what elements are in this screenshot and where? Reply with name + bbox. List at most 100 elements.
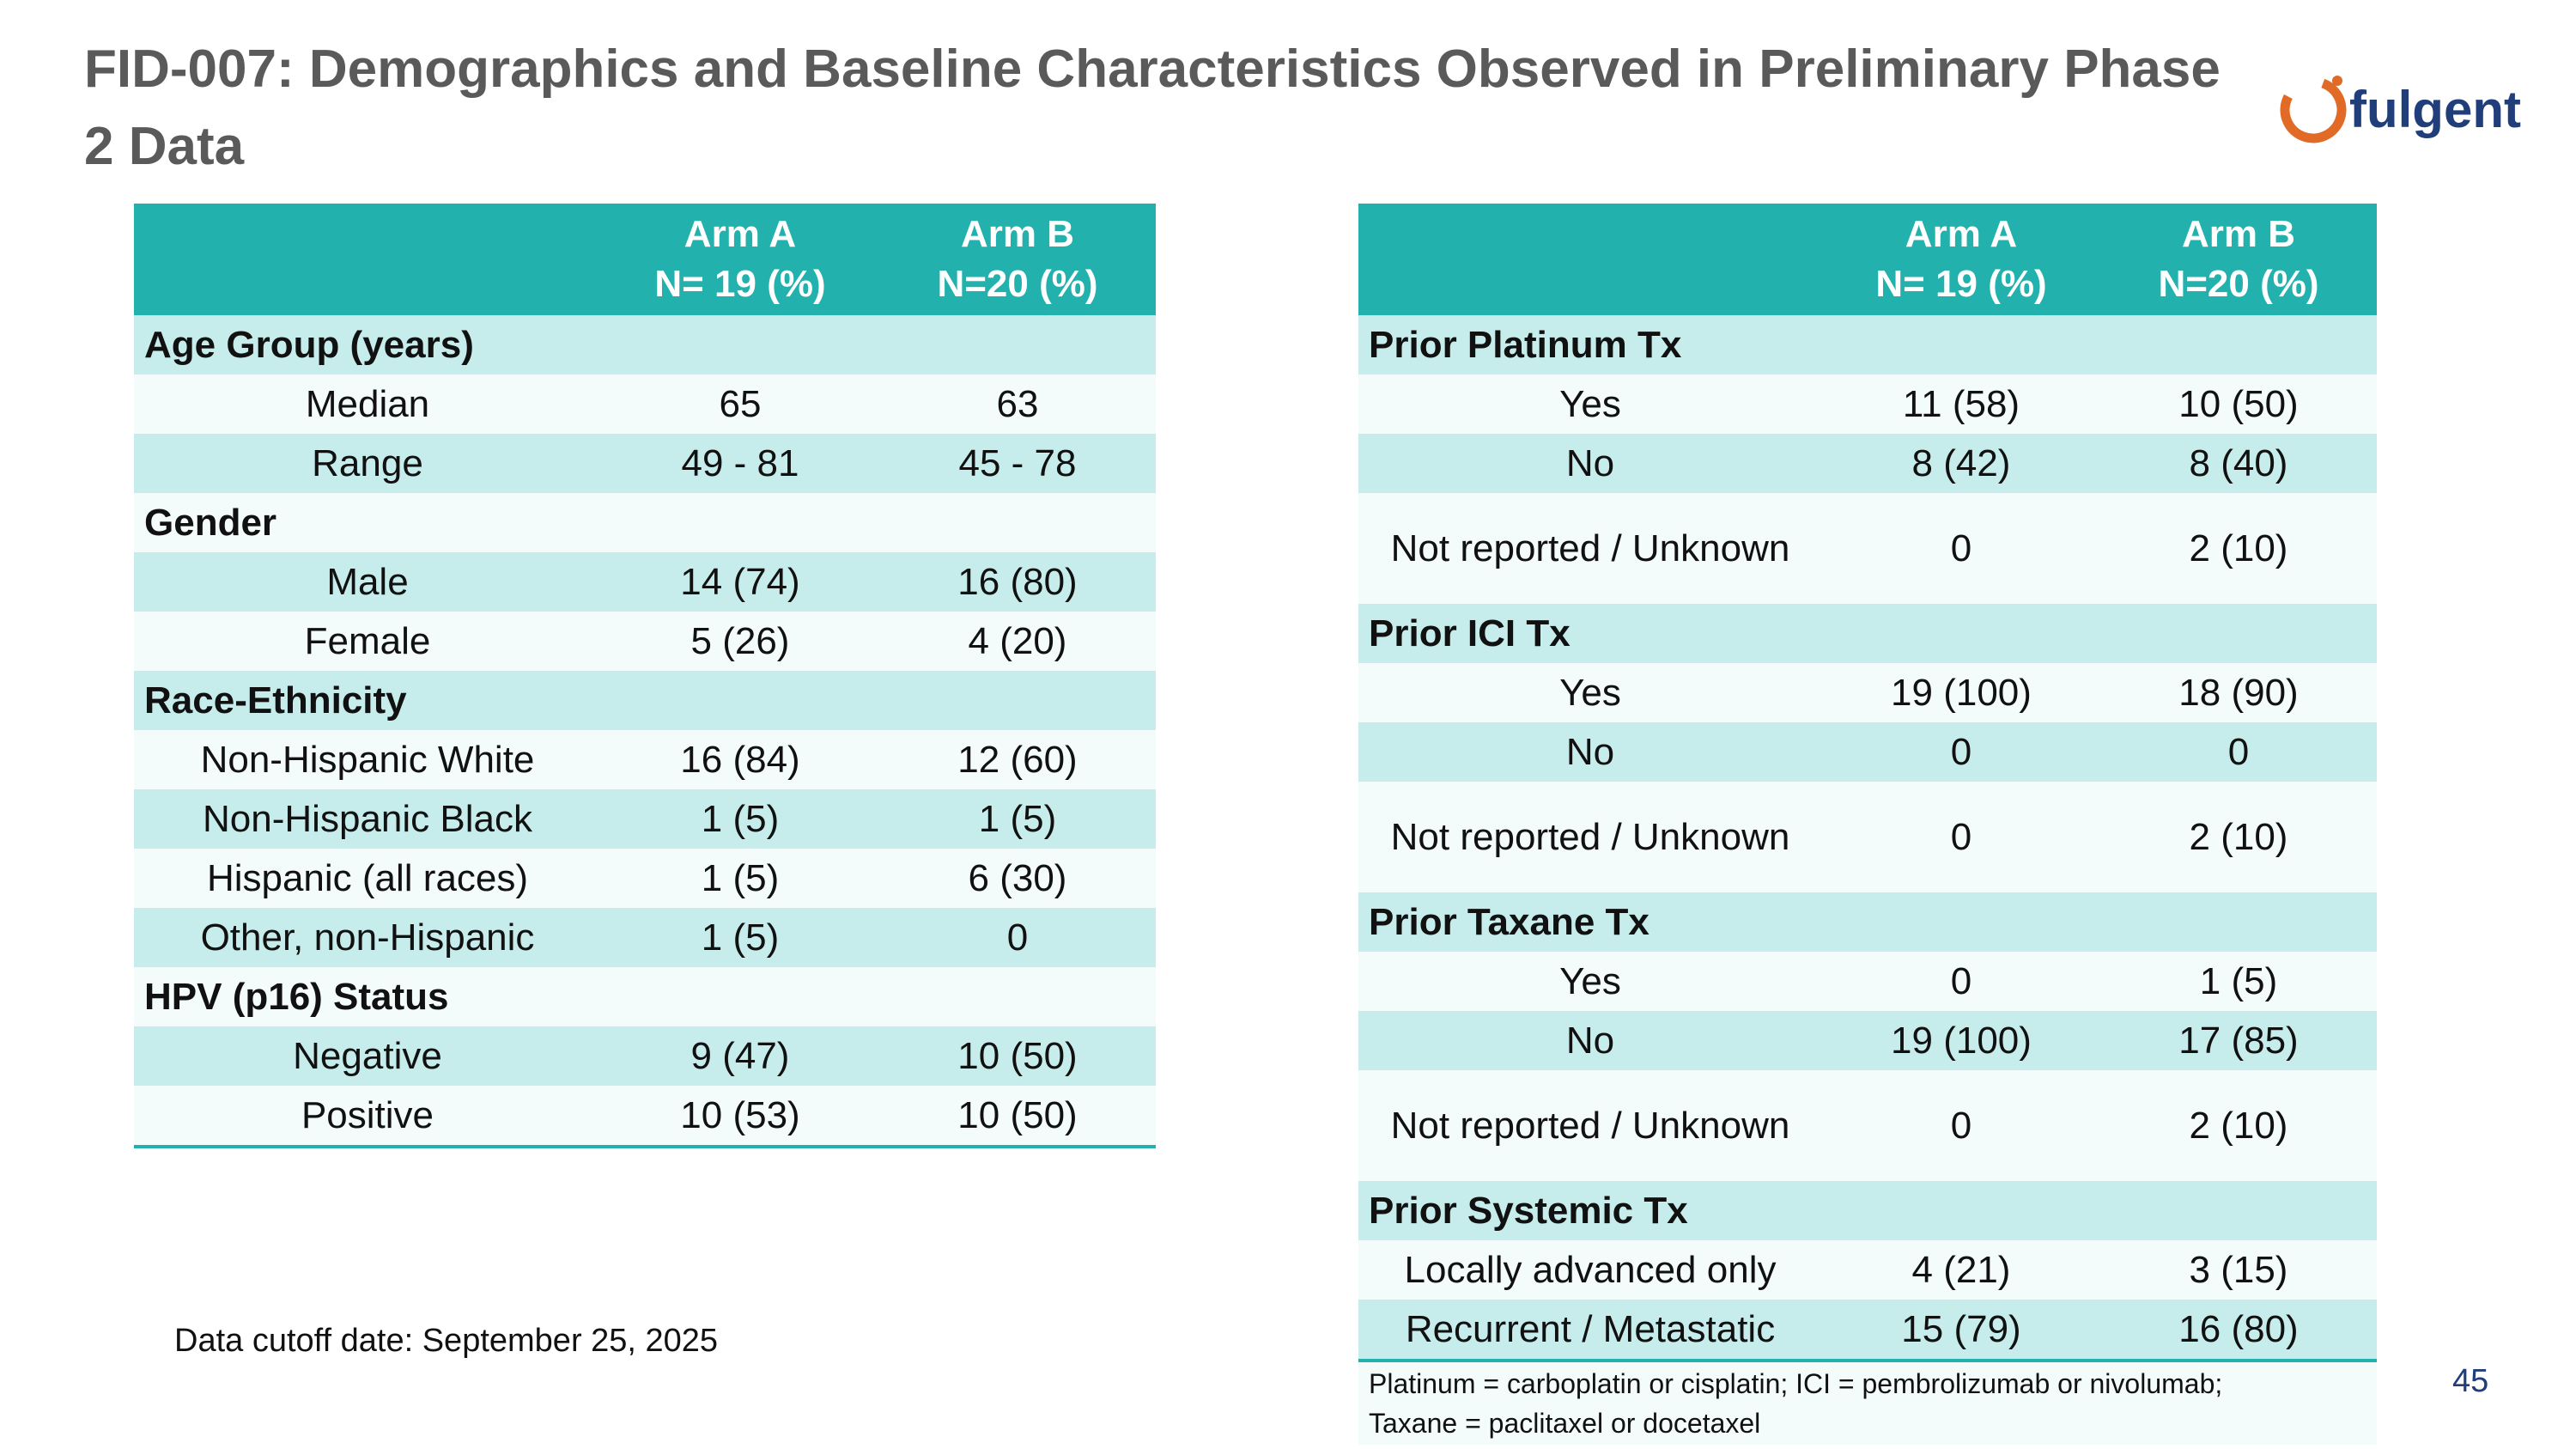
arm-a-value: 0 — [1822, 722, 2100, 782]
section-header-row: Prior Taxane Tx — [1358, 892, 2377, 952]
arm-b-value: 0 — [879, 908, 1156, 967]
row-label: Not reported / Unknown — [1358, 493, 1822, 604]
section-header-row: Age Group (years) — [134, 315, 1156, 374]
header-arm-b: Arm B N=20 (%) — [2100, 204, 2377, 315]
arm-a-value: 1 (5) — [601, 849, 879, 908]
table-header-row: Arm A N= 19 (%) Arm B N=20 (%) — [1358, 204, 2377, 315]
arm-a-value: 11 (58) — [1822, 374, 2100, 434]
arm-b-value: 2 (10) — [2100, 1070, 2377, 1181]
arm-b-value: 63 — [879, 374, 1156, 434]
arm-a-value: 0 — [1822, 952, 2100, 1011]
arm-a-value: 16 (84) — [601, 730, 879, 789]
arm-b-value: 10 (50) — [879, 1026, 1156, 1086]
row-label: Not reported / Unknown — [1358, 1070, 1822, 1181]
prior-therapy-table: Arm A N= 19 (%) Arm B N=20 (%) Prior Plati… — [1358, 204, 2377, 1445]
header-blank-cell — [134, 204, 601, 315]
header-arm-b: Arm B N=20 (%) — [879, 204, 1156, 315]
arm-b-value: 4 (20) — [879, 612, 1156, 671]
row-label: Hispanic (all races) — [134, 849, 601, 908]
table-row: No 0 0 — [1358, 722, 2377, 782]
arm-b-value: 1 (5) — [2100, 952, 2377, 1011]
section-label: Prior Taxane Tx — [1358, 892, 2377, 952]
table-row: Non-Hispanic White 16 (84) 12 (60) — [134, 730, 1156, 789]
arm-b-value: 10 (50) — [2100, 374, 2377, 434]
arm-a-value: 9 (47) — [601, 1026, 879, 1086]
table-row: Other, non-Hispanic 1 (5) 0 — [134, 908, 1156, 967]
arm-a-value: 15 (79) — [1822, 1300, 2100, 1362]
demographics-table-body: Age Group (years) Median 65 63 Range 49 - 81 4… — [134, 315, 1156, 1148]
data-cutoff-note: Data cutoff date: September 25, 2025 — [174, 1323, 719, 1359]
table-row: Not reported / Unknown 0 2 (10) — [1358, 493, 2377, 604]
section-header-row: Prior ICI Tx — [1358, 604, 2377, 663]
section-label: Race-Ethnicity — [134, 671, 1156, 730]
slide-title: FID-007: Demographics and Baseline Chara… — [84, 40, 2221, 176]
arm-a-value: 0 — [1822, 1070, 2100, 1181]
section-label: Gender — [134, 493, 1156, 552]
table-row: Median 65 63 — [134, 374, 1156, 434]
header-arm-a: Arm A N= 19 (%) — [601, 204, 879, 315]
table-row: Non-Hispanic Black 1 (5) 1 (5) — [134, 789, 1156, 849]
table-row: Locally advanced only 4 (21) 3 (15) — [1358, 1240, 2377, 1300]
row-label: Yes — [1358, 663, 1822, 722]
table-row: Yes 0 1 (5) — [1358, 952, 2377, 1011]
table-row: Recurrent / Metastatic 15 (79) 16 (80) — [1358, 1300, 2377, 1362]
arm-b-value: 3 (15) — [2100, 1240, 2377, 1300]
table-row: Male 14 (74) 16 (80) — [134, 552, 1156, 612]
arm-a-value: 8 (42) — [1822, 434, 2100, 493]
arm-b-value: 1 (5) — [879, 789, 1156, 849]
arm-a-value: 1 (5) — [601, 789, 879, 849]
arm-b-value: 12 (60) — [879, 730, 1156, 789]
table-row: No 8 (42) 8 (40) — [1358, 434, 2377, 493]
arm-b-value: 17 (85) — [2100, 1011, 2377, 1070]
table-row: Positive 10 (53) 10 (50) — [134, 1086, 1156, 1148]
section-label: Prior Systemic Tx — [1358, 1181, 2377, 1240]
arm-b-value: 16 (80) — [2100, 1300, 2377, 1362]
table-row: Yes 11 (58) 10 (50) — [1358, 374, 2377, 434]
arm-b-value: 2 (10) — [2100, 493, 2377, 604]
row-label: Female — [134, 612, 601, 671]
logo-wordmark: fulgent — [2349, 81, 2521, 138]
row-label: Non-Hispanic Black — [134, 789, 601, 849]
row-label: Recurrent / Metastatic — [1358, 1300, 1822, 1362]
row-label: Other, non-Hispanic — [134, 908, 601, 967]
row-label: No — [1358, 434, 1822, 493]
arm-b-value: 10 (50) — [879, 1086, 1156, 1148]
section-header-row: Gender — [134, 493, 1156, 552]
table-row: No 19 (100) 17 (85) — [1358, 1011, 2377, 1070]
arm-a-value: 19 (100) — [1822, 1011, 2100, 1070]
arm-a-value: 14 (74) — [601, 552, 879, 612]
footnote-row: Platinum = carboplatin or cisplatin; ICI… — [1358, 1361, 2377, 1445]
arm-a-value: 65 — [601, 374, 879, 434]
row-label: Yes — [1358, 374, 1822, 434]
arm-b-value: 45 - 78 — [879, 434, 1156, 493]
row-label: Yes — [1358, 952, 1822, 1011]
arm-a-value: 5 (26) — [601, 612, 879, 671]
header-arm-a: Arm A N= 19 (%) — [1822, 204, 2100, 315]
demographics-table: Arm A N= 19 (%) Arm B N=20 (%) Age Group (… — [134, 204, 1156, 1148]
table-header-row: Arm A N= 19 (%) Arm B N=20 (%) — [134, 204, 1156, 315]
header-blank-cell — [1358, 204, 1822, 315]
row-label: No — [1358, 722, 1822, 782]
table-row: Hispanic (all races) 1 (5) 6 (30) — [134, 849, 1156, 908]
row-label: Locally advanced only — [1358, 1240, 1822, 1300]
section-label: HPV (p16) Status — [134, 967, 1156, 1026]
arm-b-value: 16 (80) — [879, 552, 1156, 612]
row-label: Range — [134, 434, 601, 493]
section-header-row: HPV (p16) Status — [134, 967, 1156, 1026]
arm-a-value: 0 — [1822, 782, 2100, 892]
fulgent-logo: fulgent — [2275, 67, 2533, 153]
page-number: 45 — [2452, 1363, 2489, 1399]
arm-b-value: 18 (90) — [2100, 663, 2377, 722]
arm-a-value: 49 - 81 — [601, 434, 879, 493]
row-label: Positive — [134, 1086, 601, 1148]
table-row: Yes 19 (100) 18 (90) — [1358, 663, 2377, 722]
row-label: Median — [134, 374, 601, 434]
row-label: No — [1358, 1011, 1822, 1070]
prior-therapy-table-body: Prior Platinum Tx Yes 11 (58) 10 (50) No 8 (4… — [1358, 315, 2377, 1362]
arm-a-value: 4 (21) — [1822, 1240, 2100, 1300]
arm-b-value: 8 (40) — [2100, 434, 2377, 493]
table-row: Not reported / Unknown 0 2 (10) — [1358, 782, 2377, 892]
arm-a-value: 19 (100) — [1822, 663, 2100, 722]
fulgent-ring-logo-icon: fulgent — [2280, 76, 2521, 143]
arm-a-value: 1 (5) — [601, 908, 879, 967]
